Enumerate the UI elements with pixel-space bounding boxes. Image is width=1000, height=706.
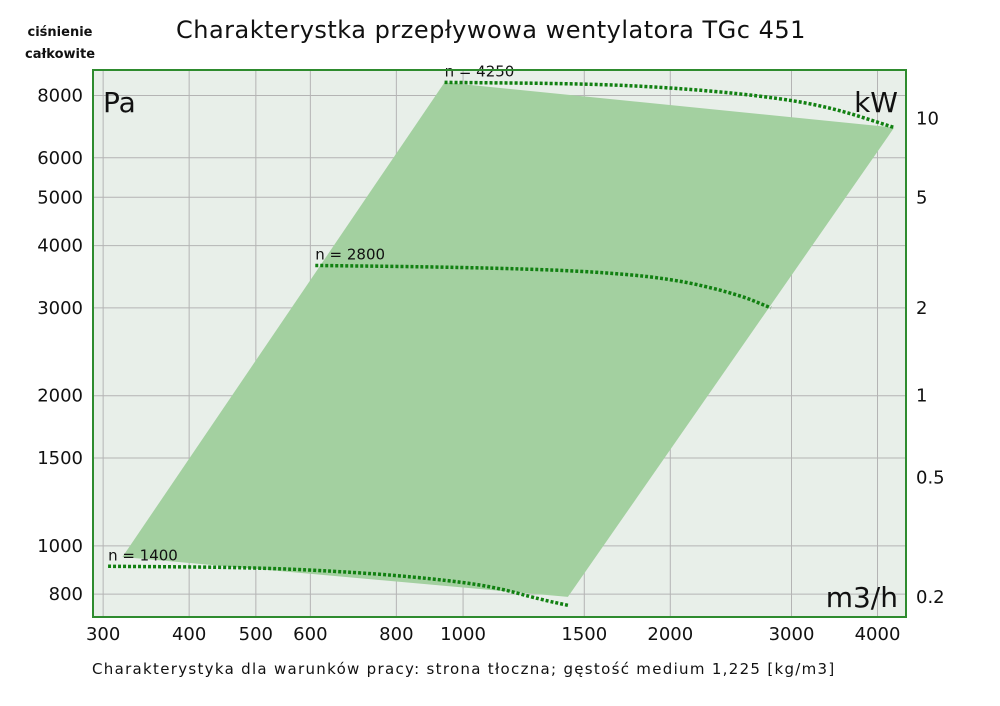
y-axis-title-line2: całkowite bbox=[24, 47, 96, 62]
y2-unit-label: kW bbox=[854, 86, 898, 119]
x-tick-label: 800 bbox=[379, 624, 413, 645]
y-axis-title-line1: ciśnienie bbox=[27, 25, 93, 40]
x-tick-label: 3000 bbox=[769, 624, 815, 645]
speed-curves: n = 4250 n = 2800 n = 1400 bbox=[108, 62, 895, 608]
y2-tick-label: 2 bbox=[916, 298, 927, 319]
x-tick-label: 300 bbox=[86, 624, 120, 645]
y2-tick-label: 10 bbox=[916, 108, 939, 129]
speed-curve-label: n = 1400 bbox=[108, 546, 178, 564]
y-tick-label: 1000 bbox=[37, 536, 83, 557]
x-tick-label: 1500 bbox=[561, 624, 607, 645]
x-tick-label: 600 bbox=[293, 624, 327, 645]
x-tick-label: 400 bbox=[172, 624, 206, 645]
x-unit-label: m3/h bbox=[826, 581, 898, 614]
y-tick-label: 1500 bbox=[37, 448, 83, 469]
y-tick-label: 3000 bbox=[37, 298, 83, 319]
speed-curve bbox=[108, 564, 569, 608]
plot-frame bbox=[92, 69, 907, 618]
y-tick-label: 2000 bbox=[37, 386, 83, 407]
y-tick-label: 800 bbox=[49, 584, 83, 605]
y2-tick-label: 5 bbox=[916, 187, 927, 208]
x-tick-label: 2000 bbox=[647, 624, 693, 645]
y-tick-label: 5000 bbox=[37, 187, 83, 208]
speed-curve-label: n = 2800 bbox=[315, 245, 385, 263]
y-tick-label: 6000 bbox=[37, 148, 83, 169]
y2-tick-label: 0.5 bbox=[916, 468, 945, 489]
y-tick-label: 8000 bbox=[37, 86, 83, 107]
speed-curve-label: n = 4250 bbox=[445, 62, 515, 80]
x-tick-label: 500 bbox=[239, 624, 273, 645]
y2-tick-label: 1 bbox=[916, 386, 927, 407]
speed-curve bbox=[444, 80, 895, 130]
y-axis-title: ciśnienie całkowite bbox=[22, 22, 98, 66]
y-unit-label: Pa bbox=[103, 86, 136, 119]
x-tick-label: 4000 bbox=[855, 624, 901, 645]
footnote: Charakterystyka dla warunków pracy: stro… bbox=[92, 660, 836, 678]
chart-title: Charakterystka przepływowa wentylatora T… bbox=[176, 16, 806, 44]
y2-tick-label: 0.2 bbox=[916, 587, 945, 608]
x-tick-label: 1000 bbox=[440, 624, 486, 645]
operating-region bbox=[122, 82, 895, 597]
y-tick-label: 4000 bbox=[37, 236, 83, 257]
